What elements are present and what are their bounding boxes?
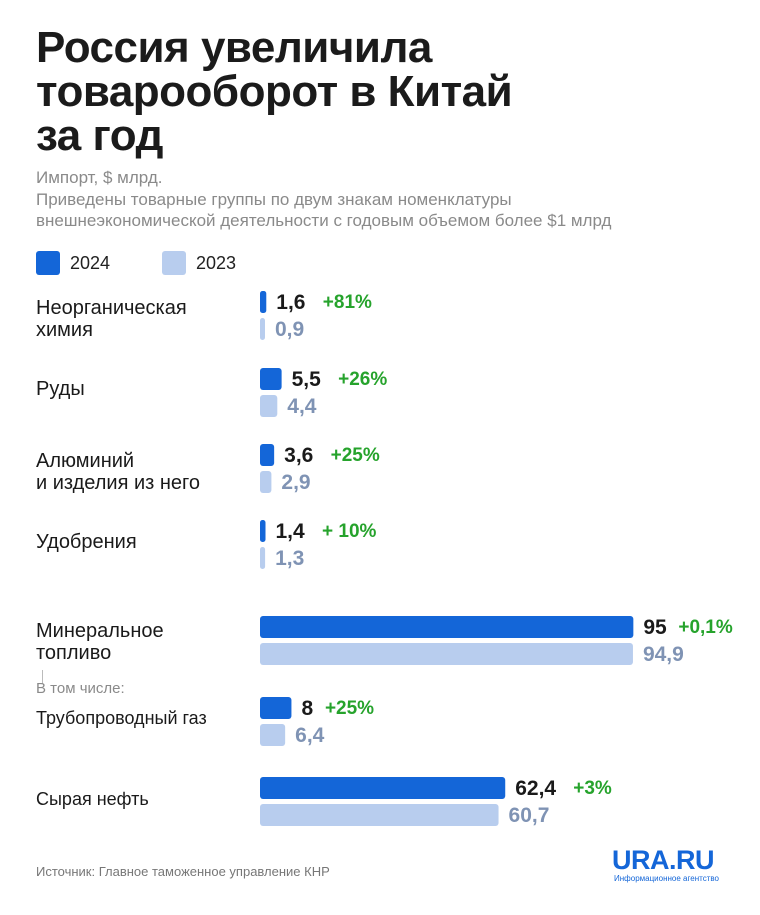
legend-label-2024: 2024: [70, 252, 111, 273]
bar-2023-crude-oil: [260, 804, 499, 826]
title-line-2: товарооборот в Китай: [36, 67, 513, 116]
bar-2024-fertilizers: [260, 520, 266, 542]
description-line-1: Приведены товарные группы по двум знакам…: [36, 190, 512, 209]
legend-item-2023: 2023: [162, 251, 236, 275]
value-label-2023-fertilizers: 1,3: [275, 547, 304, 570]
logo-tagline: Информационное агентство: [614, 874, 719, 883]
category-label-line: Руды: [36, 378, 85, 400]
chart-subtitle: Импорт, $ млрд.: [36, 168, 163, 187]
bar-2023-mineral-fuel: [260, 643, 633, 665]
note-connector: [42, 670, 43, 684]
description-line-2: внешнеэкономической деятельности с годов…: [36, 211, 612, 230]
category-label-line: Неорганическая: [36, 297, 187, 319]
legend-label-2023: 2023: [196, 252, 237, 273]
bar-2024-pipeline-gas: [260, 697, 292, 719]
value-label-2024-ores: 5,5: [292, 368, 322, 391]
ura-ru-logo: URA.RU Информационное агентство: [612, 846, 724, 886]
title-line-1: Россия увеличила: [36, 23, 432, 72]
category-label-line: Сырая нефть: [36, 789, 149, 809]
category-label-ores: Руды: [36, 378, 85, 400]
source-note: Источник: Главное таможенное управление …: [36, 864, 330, 879]
change-label-pipeline-gas: +25%: [325, 698, 374, 719]
value-label-2023-mineral-fuel: 94,9: [643, 643, 684, 666]
category-label-line: Трубопроводный газ: [36, 708, 207, 728]
bar-2024-crude-oil: [260, 777, 506, 799]
bar-2024-ores: [260, 368, 282, 390]
category-label-line: топливо: [36, 642, 112, 664]
legend-swatch-2023: [162, 251, 186, 275]
change-label-mineral-fuel: +0,1%: [678, 617, 733, 638]
category-label-inorganic-chemistry: Неорганическая химия: [36, 297, 187, 341]
legend-item-2024: 2024: [36, 251, 110, 275]
note-including: В том числе:: [36, 680, 125, 697]
title-line-3: за год: [36, 111, 163, 160]
logo-wordmark: URA.RU: [612, 845, 715, 875]
category-label-fertilizers: Удобрения: [36, 531, 137, 553]
value-label-2024-pipeline-gas: 8: [301, 697, 313, 720]
value-label-2024-mineral-fuel: 95: [643, 616, 667, 639]
category-label-line: химия: [36, 319, 93, 341]
value-label-2023-inorganic-chemistry: 0,9: [275, 318, 304, 341]
change-label-fertilizers: + 10%: [322, 521, 377, 542]
category-label-pipeline-gas: Трубопроводный газ: [36, 707, 207, 729]
bar-2023-pipeline-gas: [260, 724, 286, 746]
category-label-line: Удобрения: [36, 531, 137, 553]
value-label-2023-ores: 4,4: [287, 395, 317, 418]
category-label-crude-oil: Сырая нефть: [36, 788, 149, 810]
category-label-line: и изделия из него: [36, 472, 201, 494]
value-label-2024-inorganic-chemistry: 1,6: [276, 291, 305, 314]
value-label-2023-crude-oil: 60,7: [509, 804, 550, 827]
value-label-2024-aluminium: 3,6: [284, 444, 313, 467]
bar-2024-aluminium: [260, 444, 275, 466]
bar-2024-inorganic-chemistry: [260, 291, 267, 313]
change-label-aluminium: +25%: [331, 445, 380, 466]
category-label-line: Алюминий: [36, 450, 135, 472]
value-label-2023-pipeline-gas: 6,4: [295, 724, 325, 747]
legend-swatch-2024: [36, 251, 60, 275]
category-label-aluminium: Алюминий и изделия из него: [36, 450, 200, 494]
chart-title: Россия увеличила товарооборот в Китай за…: [36, 26, 676, 158]
bar-2024-mineral-fuel: [260, 616, 634, 638]
change-label-crude-oil: +3%: [573, 778, 612, 799]
change-label-ores: +26%: [338, 369, 387, 390]
value-label-2024-crude-oil: 62,4: [515, 777, 556, 800]
bar-2023-fertilizers: [260, 547, 266, 569]
value-label-2023-aluminium: 2,9: [281, 471, 310, 494]
category-label-line: Минеральное: [36, 620, 164, 642]
category-label-mineral-fuel: Минеральное топливо: [36, 620, 164, 664]
change-label-inorganic-chemistry: +81%: [323, 292, 372, 313]
bar-2023-inorganic-chemistry: [260, 318, 265, 340]
bar-2023-aluminium: [260, 471, 272, 493]
bar-2023-ores: [260, 395, 278, 417]
value-label-2024-fertilizers: 1,4: [276, 520, 306, 543]
